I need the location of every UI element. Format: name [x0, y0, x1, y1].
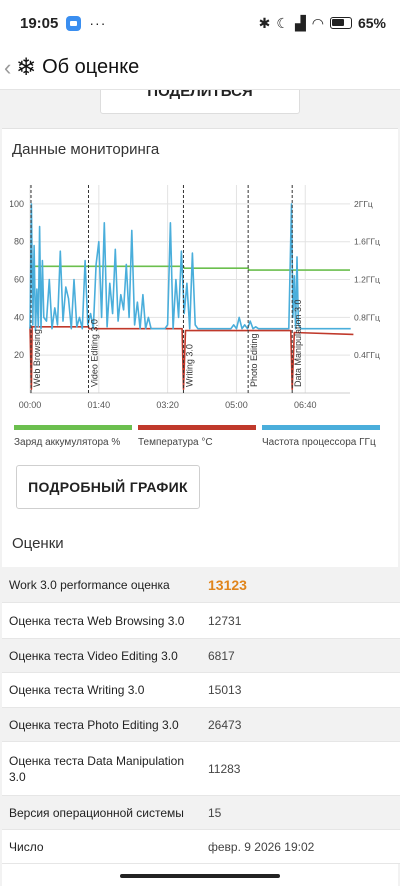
- bluetooth-icon: ✱: [258, 14, 271, 31]
- detailed-chart-button[interactable]: ПОДРОБНЫЙ ГРАФИК: [16, 465, 200, 509]
- score-value: 15: [208, 805, 222, 820]
- score-row: Число февр. 9 2026 19:02: [2, 830, 400, 864]
- battery-icon: [329, 17, 352, 29]
- scores-title: Оценки: [12, 535, 64, 552]
- y-left-tick-label: 80: [14, 237, 24, 247]
- y-left-tick-label: 40: [14, 312, 24, 322]
- score-row: Оценка теста Data Manipulation 3.0 11283: [2, 742, 400, 796]
- gesture-nav-handle[interactable]: [120, 874, 280, 878]
- score-label: Оценка теста Video Editing 3.0: [9, 648, 178, 663]
- y-left-tick-label: 100: [10, 199, 24, 209]
- battery-percent: 65%: [357, 15, 386, 31]
- score-value: февр. 9 2026 19:02: [208, 839, 315, 854]
- segment-label: Data Manipulation 3.0: [293, 299, 303, 387]
- page-title: Об оценке: [42, 56, 140, 78]
- score-label: Оценка теста Data Manipulation 3.0: [9, 753, 185, 784]
- score-value: 15013: [208, 683, 242, 697]
- series-line-0: [30, 265, 350, 271]
- series-line-2: [29, 203, 351, 332]
- score-row: Оценка теста Video Editing 3.0 6817: [2, 639, 400, 673]
- x-tick-label: 00:00: [19, 400, 42, 410]
- score-value: 6817: [208, 648, 235, 663]
- x-tick-label: 01:40: [88, 400, 111, 410]
- status-bar: 19:05 ··· ✱ ☾ ▟ ◠ 65%: [0, 0, 400, 46]
- y-right-tick-label: 2ГГц: [354, 199, 373, 209]
- segment-label: Web Browsing: [32, 329, 42, 387]
- score-row: Оценка теста Writing 3.0 15013: [2, 673, 400, 708]
- score-label: Версия операционной системы: [9, 805, 184, 820]
- more-notifications-icon: ···: [89, 15, 107, 31]
- segment-label: Photo Editing: [249, 333, 259, 387]
- x-tick-label: 05:00: [225, 400, 248, 410]
- status-indicators: ✱ ☾ ▟ ◠ 65%: [259, 15, 386, 32]
- back-chevron-icon[interactable]: ‹: [4, 54, 12, 80]
- app-notification-icon: [66, 15, 82, 31]
- y-right-tick-label: 0.8ГГц: [354, 312, 380, 322]
- score-label: Оценка теста Writing 3.0: [9, 683, 145, 697]
- monitoring-title: Данные мониторинга: [12, 141, 160, 158]
- y-right-tick-label: 0.4ГГц: [354, 350, 380, 360]
- y-right-tick-label: 1.2ГГц: [354, 275, 380, 285]
- app-bar: ‹ ❄ Об оценке: [0, 46, 400, 90]
- do-not-disturb-icon: ☾: [276, 14, 289, 31]
- snowflake-icon: ❄: [16, 54, 37, 81]
- score-row: Оценка теста Photo Editing 3.0 26473: [2, 708, 400, 742]
- signal-icon: ▟: [294, 14, 306, 31]
- wifi-icon: ◠: [311, 14, 324, 31]
- monitoring-chart[interactable]: 20 40 60 80 100 0.4ГГц 0.8ГГц 1.2ГГц 1.6ГГц 2ГГц 0…: [10, 181, 394, 417]
- x-tick-label: 03:20: [156, 400, 179, 410]
- legend-battery: Заряд аккумулятора %: [14, 425, 132, 448]
- score-value: 12731: [208, 613, 242, 628]
- chart-legend: Заряд аккумулятора % Температура °C Част…: [14, 425, 386, 448]
- score-label: Оценка теста Web Browsing 3.0: [9, 613, 185, 628]
- score-label: Число: [9, 839, 44, 854]
- score-label: Work 3.0 performance оценка: [9, 577, 170, 592]
- score-label: Оценка теста Photo Editing 3.0: [9, 717, 179, 732]
- score-value: 11283: [208, 761, 241, 776]
- y-left-tick-label: 20: [14, 350, 24, 360]
- series-line-1: [29, 326, 354, 390]
- legend-temperature: Температура °C: [138, 425, 256, 448]
- x-tick-label: 06:40: [294, 400, 317, 410]
- score-row: Work 3.0 performance оценка 13123: [2, 567, 400, 603]
- overall-score-value: 13123: [208, 576, 247, 593]
- y-left-tick-label: 60: [14, 275, 24, 285]
- legend-cpu-frequency: Частота процессора ГГц: [262, 425, 380, 448]
- status-time: 19:05: [20, 14, 59, 32]
- score-row: Оценка теста Web Browsing 3.0 12731: [2, 603, 400, 639]
- score-row: Версия операционной системы 15: [2, 796, 400, 830]
- results-card: Данные мониторинга 20 40 60 80 100 0.4ГГц 0.8Г…: [2, 128, 400, 886]
- scores-table: Work 3.0 performance оценка 13123 Оценка т…: [2, 567, 400, 864]
- y-right-tick-label: 1.6ГГц: [354, 237, 380, 247]
- segment-label: Writing 3.0: [184, 344, 194, 387]
- score-value: 26473: [208, 717, 242, 732]
- segment-label: Video Editing 3.0: [89, 319, 99, 387]
